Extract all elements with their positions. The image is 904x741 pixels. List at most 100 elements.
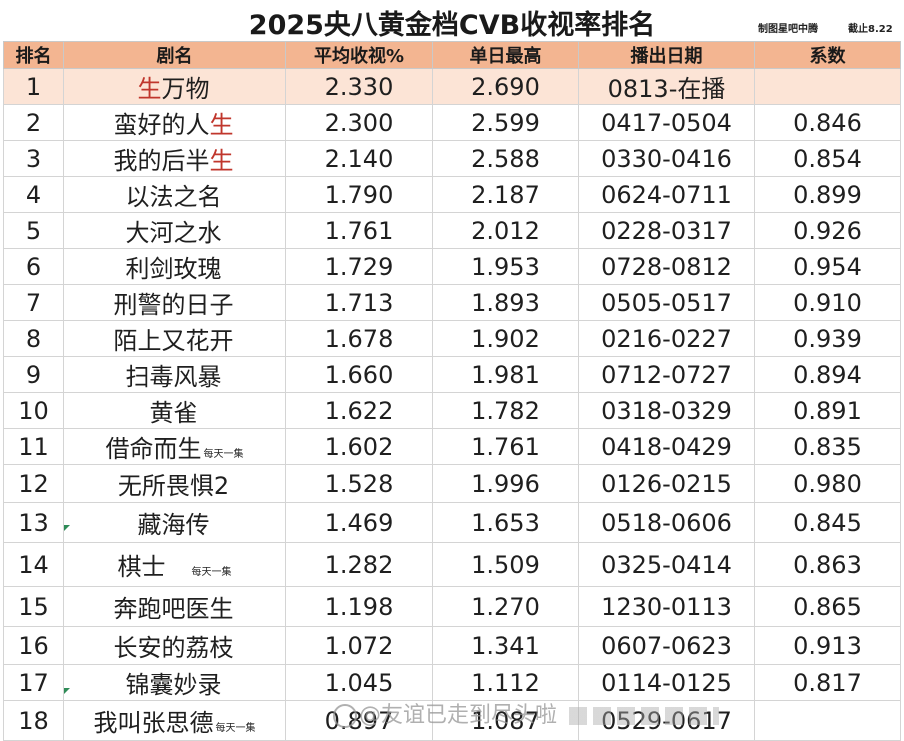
coefficient-cell: 0.817	[754, 664, 901, 701]
credit-maker: 制图星吧中腾	[758, 24, 818, 35]
title-cell: 黄雀	[63, 392, 286, 429]
coefficient-cell: 0.835	[754, 428, 901, 465]
peak-cell: 1.953	[432, 248, 579, 285]
title-text: 我叫张思德	[93, 709, 214, 737]
header-coefficient: 系数	[754, 41, 901, 69]
avg-rating-cell: 2.140	[285, 140, 433, 177]
avg-rating-cell: 1.660	[285, 356, 433, 393]
peak-cell: 2.588	[432, 140, 579, 177]
title-cell: 生万物	[63, 68, 286, 105]
header-rank: 排名	[3, 41, 64, 69]
title-cell: 蛮好的人生	[63, 104, 286, 141]
title-cell: 长安的荔枝	[63, 626, 286, 665]
rank-cell: 18	[3, 700, 64, 741]
header-title: 剧名	[63, 41, 286, 69]
rank-cell: 3	[3, 140, 64, 177]
title-text: 黄雀	[149, 399, 198, 427]
title-text: 扫毒风暴	[125, 363, 222, 391]
title-cell: 我的后半生	[63, 140, 286, 177]
title-text: 大河之水	[125, 219, 222, 247]
coefficient-cell: 0.891	[754, 392, 901, 429]
weibo-logo-icon	[333, 704, 357, 728]
credit-date: 截止8.22	[848, 24, 893, 35]
avg-rating-cell: 2.300	[285, 104, 433, 141]
title-cell: 我叫张思德 每天一集	[63, 700, 286, 741]
title-text: 蛮好的人	[113, 111, 210, 139]
title-text: 借命而生	[105, 435, 202, 463]
title-cell: 以法之名	[63, 176, 286, 213]
air-dates-cell: 0624-0711	[578, 176, 755, 213]
table-row: 11 借命而生 每天一集 1.602 1.761 0418-0429 0.835	[3, 428, 901, 465]
title-cell: 棋士 每天一集	[63, 542, 286, 587]
coefficient-cell: 0.926	[754, 212, 901, 249]
title-cell: 刑警的日子	[63, 284, 286, 321]
header-peak: 单日最高	[432, 41, 579, 69]
rank-cell: 10	[3, 392, 64, 429]
air-dates-cell: 0114-0125	[578, 664, 755, 701]
coefficient-cell: 0.913	[754, 626, 901, 665]
title-cell: 大河之水	[63, 212, 286, 249]
watermark-blur	[569, 707, 720, 725]
air-dates-cell: 0216-0227	[578, 320, 755, 357]
header-row: 排名 剧名 平均收视% 单日最高 播出日期 系数	[3, 41, 901, 69]
title-cell: 无所畏惧2	[63, 464, 286, 503]
avg-rating-cell: 1.729	[285, 248, 433, 285]
title-text: 以法之名	[125, 183, 222, 211]
watermark-text: @友谊已走到尽头啦	[359, 703, 558, 728]
episode-note: 每天一集	[203, 449, 244, 460]
rank-cell: 7	[3, 284, 64, 321]
avg-rating-cell: 1.469	[285, 502, 433, 543]
peak-cell: 2.187	[432, 176, 579, 213]
title-cell: 利剑玫瑰	[63, 248, 286, 285]
air-dates-cell: 0607-0623	[578, 626, 755, 665]
air-dates-cell: 0813-在播	[578, 68, 755, 105]
table-row: 6 利剑玫瑰 1.729 1.953 0728-0812 0.954	[3, 248, 901, 285]
peak-cell: 2.012	[432, 212, 579, 249]
title-text: 锦囊妙录	[125, 671, 222, 699]
title-cell: 奔跑吧医生	[63, 586, 286, 627]
title-highlight: 生	[137, 75, 162, 103]
title-text: 棋士	[117, 553, 166, 581]
avg-rating-cell: 1.602	[285, 428, 433, 465]
peak-cell: 1.981	[432, 356, 579, 393]
coefficient-cell: 0.846	[754, 104, 901, 141]
peak-cell: 2.599	[432, 104, 579, 141]
table-row: 13 藏海传 1.469 1.653 0518-0606 0.845	[3, 502, 901, 543]
table-row: 5 大河之水 1.761 2.012 0228-0317 0.926	[3, 212, 901, 249]
air-dates-cell: 0505-0517	[578, 284, 755, 321]
coefficient-cell: 0.894	[754, 356, 901, 393]
table-row: 16 长安的荔枝 1.072 1.341 0607-0623 0.913	[3, 626, 901, 665]
rank-cell: 17	[3, 664, 64, 701]
air-dates-cell: 0712-0727	[578, 356, 755, 393]
title-text: 我的后半	[113, 147, 210, 175]
rank-cell: 2	[3, 104, 64, 141]
watermark: @友谊已走到尽头啦	[333, 697, 893, 728]
avg-rating-cell: 1.528	[285, 464, 433, 503]
table-row: 10 黄雀 1.622 1.782 0318-0329 0.891	[3, 392, 901, 429]
table-row: 17 锦囊妙录 1.045 1.112 0114-0125 0.817	[3, 664, 901, 701]
cell-comment-marker	[64, 688, 70, 694]
air-dates-cell: 0417-0504	[578, 104, 755, 141]
title-cell: 藏海传	[63, 502, 286, 543]
table-row: 15 奔跑吧医生 1.198 1.270 1230-0113 0.865	[3, 586, 901, 627]
coefficient-cell: 0.899	[754, 176, 901, 213]
air-dates-cell: 0228-0317	[578, 212, 755, 249]
title-text: 藏海传	[137, 511, 210, 539]
peak-cell: 1.112	[432, 664, 579, 701]
air-dates-cell: 0325-0414	[578, 542, 755, 587]
title-text: 陌上又花开	[113, 327, 234, 355]
peak-cell: 1.996	[432, 464, 579, 503]
rank-cell: 16	[3, 626, 64, 665]
coefficient-cell: 0.854	[754, 140, 901, 177]
title-text: 无所畏惧2	[117, 472, 230, 500]
cell-comment-marker	[64, 525, 70, 531]
peak-cell: 1.509	[432, 542, 579, 587]
avg-rating-cell: 1.198	[285, 586, 433, 627]
rank-cell: 13	[3, 502, 64, 543]
table-row: 4 以法之名 1.790 2.187 0624-0711 0.899	[3, 176, 901, 213]
avg-rating-cell: 1.761	[285, 212, 433, 249]
table-row: 7 刑警的日子 1.713 1.893 0505-0517 0.910	[3, 284, 901, 321]
rank-cell: 11	[3, 428, 64, 465]
rank-cell: 1	[3, 68, 64, 105]
avg-rating-cell: 2.330	[285, 68, 433, 105]
